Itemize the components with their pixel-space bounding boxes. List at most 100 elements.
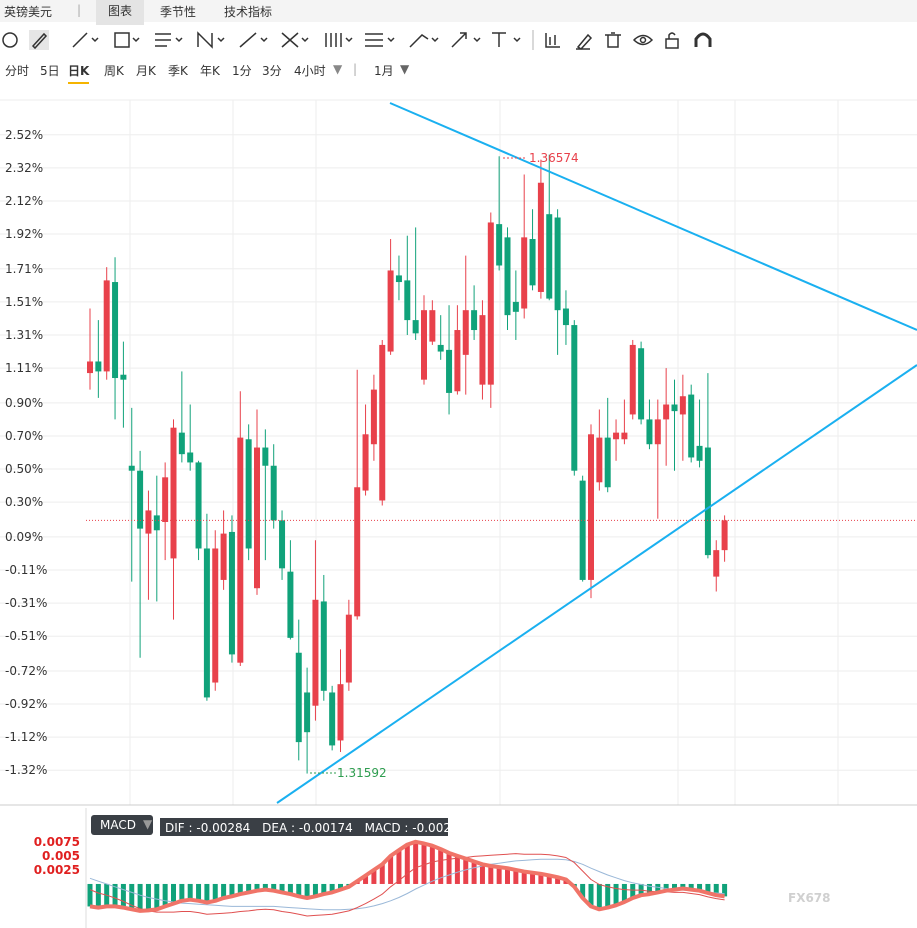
candle-body [663, 404, 670, 420]
period[interactable]: 1分 [232, 64, 252, 78]
y-tick-label: -0.31% [5, 596, 47, 610]
tool-icon[interactable] [114, 32, 130, 48]
period[interactable]: 周K [104, 64, 124, 78]
tool-icon[interactable] [31, 32, 48, 50]
candle-body [295, 652, 302, 743]
tool-icon[interactable] [694, 32, 712, 47]
macd-bar [697, 883, 703, 891]
dropdown[interactable] [91, 37, 99, 43]
period[interactable]: 1月 [374, 64, 394, 78]
tool-icon[interactable] [451, 32, 467, 48]
tool-icon[interactable] [492, 32, 506, 47]
period[interactable]: 年K [200, 64, 220, 78]
dropdown[interactable] [387, 37, 395, 43]
candle-body [170, 427, 177, 559]
macd-bar [463, 858, 469, 884]
candle-body [654, 419, 661, 445]
macd-bar [580, 883, 586, 899]
y-tick-label: 0.90% [5, 396, 43, 410]
macd-line [89, 858, 725, 911]
candle-body [262, 447, 269, 466]
macd-bar [104, 883, 110, 907]
dropdown[interactable] [260, 37, 268, 43]
tool-icon[interactable] [605, 32, 621, 48]
dropdown[interactable] [431, 37, 439, 43]
macd-bar [154, 883, 160, 910]
indicator-button[interactable] [91, 815, 153, 835]
tool-icon[interactable] [155, 33, 171, 47]
tool-icon[interactable] [668, 32, 676, 39]
macd-bar [513, 869, 519, 884]
separator: | [77, 3, 82, 17]
tab[interactable]: 季节性 [160, 5, 197, 19]
tool-icon[interactable] [665, 38, 679, 49]
tab[interactable]: 图表 [96, 0, 145, 25]
candle-body [696, 445, 703, 461]
macd-bar [312, 883, 318, 897]
y-tick-label: 0.30% [5, 495, 43, 509]
macd-bar [638, 883, 644, 896]
dropdown[interactable] [217, 37, 225, 43]
dropdown[interactable] [301, 37, 309, 43]
dropdown[interactable] [175, 37, 183, 43]
dropdown[interactable] [345, 37, 353, 43]
candle-body [254, 447, 260, 589]
period[interactable]: 季K [168, 64, 188, 78]
tool-icon[interactable] [325, 33, 342, 47]
macd-bar [187, 883, 193, 900]
macd-bar [438, 849, 444, 884]
candle-body [370, 389, 377, 445]
candle-body [237, 437, 244, 663]
tool-icon[interactable] [72, 32, 88, 48]
macd-bar [546, 875, 552, 884]
tab[interactable]: 技术指标 [224, 5, 273, 19]
macd-line [89, 839, 725, 913]
top-bar: 英镑美元 | 图表 季节性 技术指标 [0, 0, 917, 25]
tool-icon[interactable] [2, 32, 18, 48]
candle-body [128, 465, 135, 471]
tool-icon[interactable] [576, 33, 593, 50]
y-tick-label: 2.52% [5, 128, 43, 142]
dropdown[interactable]: ▼ [143, 817, 153, 831]
dropdown[interactable]: ▼ [333, 62, 343, 76]
macd-bar [663, 883, 669, 891]
trend-line[interactable] [276, 364, 917, 804]
tool-icon[interactable] [639, 36, 647, 44]
candle-body [153, 515, 160, 531]
dropdown[interactable] [473, 37, 481, 43]
period[interactable]: 月K [136, 64, 156, 78]
candle-body [203, 548, 210, 698]
period[interactable]: 4小时 [294, 64, 326, 78]
macd-bar [596, 883, 602, 910]
period[interactable]: 日K [68, 62, 90, 84]
candle-body [304, 692, 311, 733]
candle-body [512, 301, 519, 312]
tool-icon[interactable] [409, 34, 429, 48]
macd-bar [171, 883, 176, 904]
macd-bar [605, 883, 611, 908]
tool-icon[interactable] [545, 33, 560, 48]
tool-icon[interactable] [239, 32, 257, 48]
period[interactable]: 分时 [5, 64, 30, 78]
tool-icon[interactable] [281, 32, 299, 48]
y-tick-label: 1.71% [5, 262, 43, 276]
y-tick-label: -1.32% [5, 763, 47, 777]
dropdown[interactable] [132, 37, 140, 43]
tool-icon[interactable] [197, 31, 213, 49]
period[interactable]: 3分 [262, 64, 282, 78]
dropdown[interactable] [513, 37, 521, 43]
period-bar: 分时 5日 日K 周K 月K 季K 年K 1分 3分 4小时 ▼ | 1月 ▼ [0, 58, 917, 84]
period[interactable]: 5日 [40, 64, 60, 78]
macd-bar [496, 867, 502, 884]
y-tick-label: 0.005 [42, 849, 80, 863]
macd-bar [479, 864, 485, 884]
dropdown[interactable]: ▼ [400, 62, 410, 76]
candle-body [212, 548, 219, 683]
macd-bar [630, 883, 636, 899]
candle-body [579, 480, 586, 580]
y-tick-label: -0.92% [5, 697, 47, 711]
tool-icon[interactable] [365, 33, 383, 47]
trend-line[interactable] [389, 102, 917, 331]
tool-icon[interactable] [632, 34, 654, 46]
